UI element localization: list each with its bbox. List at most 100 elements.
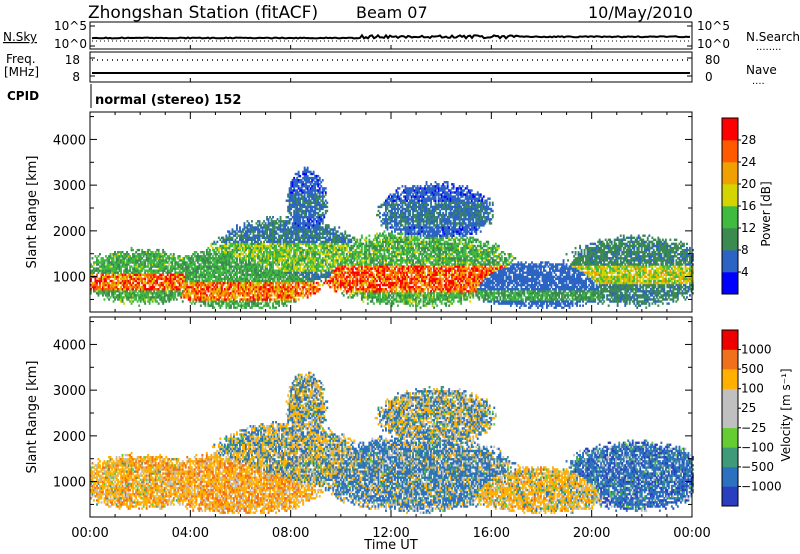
heatmap-cell [171,270,173,272]
heatmap-cell [98,255,100,257]
heatmap-cell [334,226,336,228]
heatmap-cell [247,276,249,278]
heatmap-cell [347,265,349,267]
heatmap-cell [162,274,164,276]
heatmap-cell [194,261,196,263]
heatmap-cell [188,288,190,290]
heatmap-cell [174,259,176,261]
heatmap-cell [212,302,214,304]
heatmap-cell [283,305,285,307]
nsearch-marker: ........ [756,42,781,53]
heatmap-cell [230,274,232,276]
heatmap-cell [287,216,289,218]
heatmap-cell [158,302,160,304]
heatmap-cell [362,284,364,286]
heatmap-cell [313,173,315,175]
heatmap-cell [144,298,146,300]
freq-tick-bottom: 8 [72,70,80,84]
heatmap-cell [98,294,100,296]
heatmap-cell [326,259,328,261]
heatmap-cell [268,218,270,220]
heatmap-cell [280,216,282,218]
nsearch-tick-top: 10^5 [697,19,730,33]
heatmap-cell [299,218,301,220]
heatmap-cell [155,284,157,286]
heatmap-cell [325,200,327,202]
heatmap-cell [367,298,369,300]
heatmap-cell [361,247,363,249]
heatmap-cell [216,241,218,243]
heatmap-cell [290,298,292,300]
heatmap-cell [365,274,367,276]
heatmap-cell [365,241,367,243]
heatmap-cell [298,173,300,175]
heatmap-cell [326,202,328,204]
heatmap-cell [361,265,363,267]
heatmap-cell [195,274,197,276]
heatmap-cell [323,265,325,267]
heatmap-cell [343,290,345,292]
heatmap-cell [251,290,253,292]
heatmap-cell [319,230,321,232]
heatmap-cell [114,298,116,300]
freq-unit: [MHz] [4,65,39,79]
heatmap-cell [293,177,295,179]
nave-tick-top: 80 [705,53,720,67]
heatmap-cell [298,245,300,247]
heatmap-cell [337,259,339,261]
freq-label: Freq. [6,52,36,66]
heatmap-cell [236,237,238,239]
heatmap-cell [137,288,139,290]
heatmap-cell [367,302,369,304]
heatmap-cell [320,185,322,187]
heatmap-cell [216,284,218,286]
heatmap-cell [197,288,199,290]
heatmap-cell [271,294,273,296]
heatmap-cell [167,274,169,276]
heatmap-cell [141,270,143,272]
heatmap-cell [222,284,224,286]
heatmap-cell [301,187,303,189]
heatmap-cell [247,241,249,243]
heatmap-cell [292,288,294,290]
heatmap-cell [262,265,264,267]
heatmap-cell [304,259,306,261]
heatmap-cell [278,302,280,304]
heatmap-cell [298,233,300,235]
heatmap-cell [284,302,286,304]
heatmap-cell [218,302,220,304]
heatmap-cell [322,261,324,263]
heatmap-cell [319,222,321,224]
heatmap-cell [353,294,355,296]
heatmap-cell [287,259,289,261]
heatmap-cell [280,241,282,243]
heatmap-cell [225,235,227,237]
heatmap-cell [302,274,304,276]
heatmap-cell [296,251,298,253]
heatmap-cell [229,302,231,304]
heatmap-cell [275,245,277,247]
heatmap-cell [343,245,345,247]
heatmap-cell [299,288,301,290]
heatmap-cell [229,230,231,232]
heatmap-cell [304,167,306,169]
heatmap-cell [235,288,237,290]
heatmap-cell [239,226,241,228]
heatmap-cell [108,274,110,276]
heatmap-cell [290,208,292,210]
heatmap-cell [317,249,319,251]
heatmap-cell [365,259,367,261]
heatmap-cell [332,230,334,232]
heatmap-cell [209,249,211,251]
heatmap-cell [296,274,298,276]
heatmap-cell [263,241,265,243]
heatmap-cell [334,288,336,290]
heatmap-cell [361,237,363,239]
heatmap-cell [144,284,146,286]
heatmap-cell [347,290,349,292]
heatmap-cell [275,307,277,309]
heatmap-cell [298,298,300,300]
heatmap-cell [299,175,301,177]
heatmap-cell [268,259,270,261]
heatmap-cell [289,202,291,204]
